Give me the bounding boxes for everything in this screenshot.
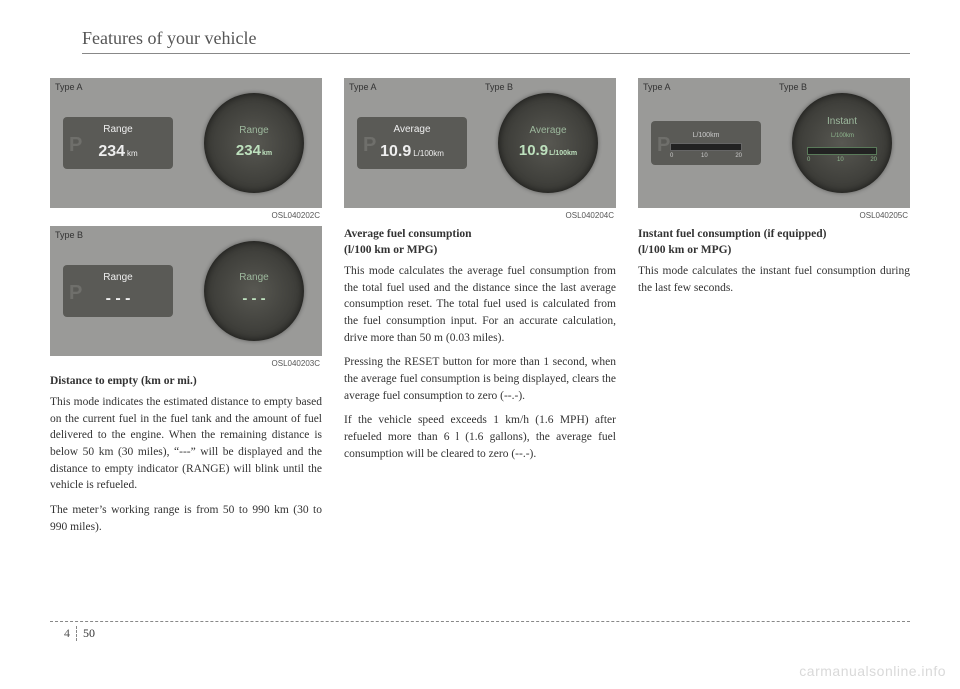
- figure-code: OSL040202C: [50, 210, 320, 222]
- gauge-title: Instant: [827, 115, 857, 130]
- gauge-display: Range 234km: [186, 78, 322, 208]
- content-columns: Type A P Range 234km Range 234km: [50, 78, 910, 543]
- gauge-display: Range - - -: [186, 226, 322, 356]
- figure-code: OSL040203C: [50, 358, 320, 370]
- bar-track: [807, 147, 877, 155]
- lcd-value: - - -: [106, 287, 131, 310]
- type-label: Type A: [643, 81, 671, 94]
- section-subheading: (l/100 km or MPG): [638, 242, 910, 259]
- page-footer: 4 50: [50, 621, 910, 641]
- figure-range-empty: Type B P Range - - - Range - - -: [50, 226, 322, 356]
- section-heading: Average fuel consumption: [344, 226, 616, 243]
- gauge-title: Range: [239, 124, 268, 139]
- type-label: Type A: [349, 81, 377, 94]
- bar-track: [670, 143, 742, 151]
- gauge-unit: L/100km: [831, 132, 854, 141]
- lcd-value: 10.9L/100km: [380, 140, 444, 163]
- gauge-value: 10.9L/100km: [519, 140, 577, 162]
- gauge-value: 234km: [236, 140, 272, 162]
- lcd-title: Range: [103, 123, 132, 138]
- gauge-title: Range: [239, 271, 268, 286]
- body-text: The meter’s working range is from 50 to …: [50, 502, 322, 535]
- bar-label: L/100km: [670, 131, 742, 141]
- park-indicator: P: [69, 279, 82, 308]
- body-text: If the vehicle speed exceeds 1 km/h (1.6…: [344, 412, 616, 462]
- bar-ticks: 0 10 20: [670, 152, 742, 161]
- body-text: Pressing the RESET button for more than …: [344, 354, 616, 404]
- gauge-value: - - -: [242, 288, 265, 310]
- lcd-value: 234km: [98, 140, 137, 163]
- section-heading: Instant fuel consumption (if equipped): [638, 226, 910, 243]
- gauge-title: Average: [529, 124, 566, 139]
- section-subheading: (l/100 km or MPG): [344, 242, 616, 259]
- body-text: This mode indicates the estimated distan…: [50, 394, 322, 494]
- column-1: Type A P Range 234km Range 234km: [50, 78, 322, 543]
- lcd-title: Range: [103, 271, 132, 286]
- watermark: carmanualsonline.info: [799, 663, 946, 679]
- manual-page: Features of your vehicle Type A P Range …: [0, 0, 960, 689]
- figure-code: OSL040205C: [638, 210, 908, 222]
- lcd-display: Type A P Average 10.9L/100km: [344, 78, 480, 208]
- column-2: Type A P Average 10.9L/100km Type B Aver…: [344, 78, 616, 543]
- page-header: Features of your vehicle: [82, 28, 910, 54]
- body-text: This mode calculates the instant fuel co…: [638, 263, 910, 296]
- gauge-bar: 0 10 20: [807, 145, 877, 165]
- park-indicator: P: [363, 131, 376, 160]
- lcd-display: P Range 234km: [50, 78, 186, 208]
- bar-ticks: 0 10 20: [807, 156, 877, 165]
- body-text: This mode calculates the average fuel co…: [344, 263, 616, 346]
- page-number: 50: [83, 626, 95, 641]
- lcd-display: Type A P L/100km 0 10 20: [638, 78, 774, 208]
- lcd-title: Average: [393, 123, 430, 138]
- park-indicator: P: [69, 131, 82, 160]
- type-label: Type B: [485, 81, 513, 94]
- gauge-display: Type B Average 10.9L/100km: [480, 78, 616, 208]
- gauge-display: Type B Instant L/100km 0 10 20: [774, 78, 910, 208]
- figure-average: Type A P Average 10.9L/100km Type B Aver…: [344, 78, 616, 208]
- lcd-display: P Range - - -: [50, 226, 186, 356]
- figure-range-234: Type A P Range 234km Range 234km: [50, 78, 322, 208]
- type-label: Type B: [779, 81, 807, 94]
- section-heading: Distance to empty (km or mi.): [50, 373, 322, 390]
- figure-code: OSL040204C: [344, 210, 614, 222]
- figure-instant: Type A P L/100km 0 10 20: [638, 78, 910, 208]
- chapter-number: 4: [50, 626, 77, 641]
- column-3: Type A P L/100km 0 10 20: [638, 78, 910, 543]
